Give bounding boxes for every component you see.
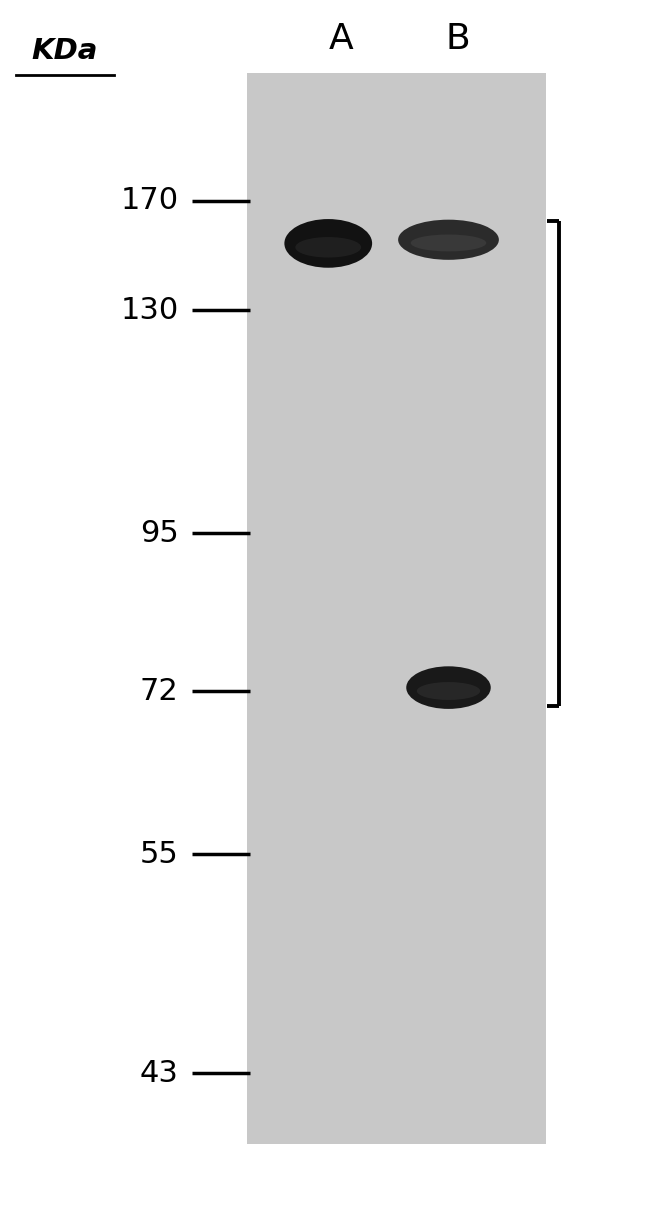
Text: A: A — [329, 22, 354, 56]
Text: 72: 72 — [140, 677, 179, 706]
Ellipse shape — [398, 219, 499, 260]
Ellipse shape — [417, 682, 480, 700]
Text: KDa: KDa — [32, 37, 98, 66]
Text: 55: 55 — [140, 840, 179, 869]
Bar — [247, 73, 546, 1144]
Ellipse shape — [411, 235, 486, 252]
Text: 43: 43 — [140, 1059, 179, 1088]
Ellipse shape — [406, 667, 491, 708]
Text: B: B — [446, 22, 471, 56]
Ellipse shape — [295, 237, 361, 258]
Text: 95: 95 — [140, 518, 179, 548]
Ellipse shape — [285, 219, 372, 268]
Text: 130: 130 — [120, 296, 179, 325]
Text: 170: 170 — [121, 186, 179, 215]
